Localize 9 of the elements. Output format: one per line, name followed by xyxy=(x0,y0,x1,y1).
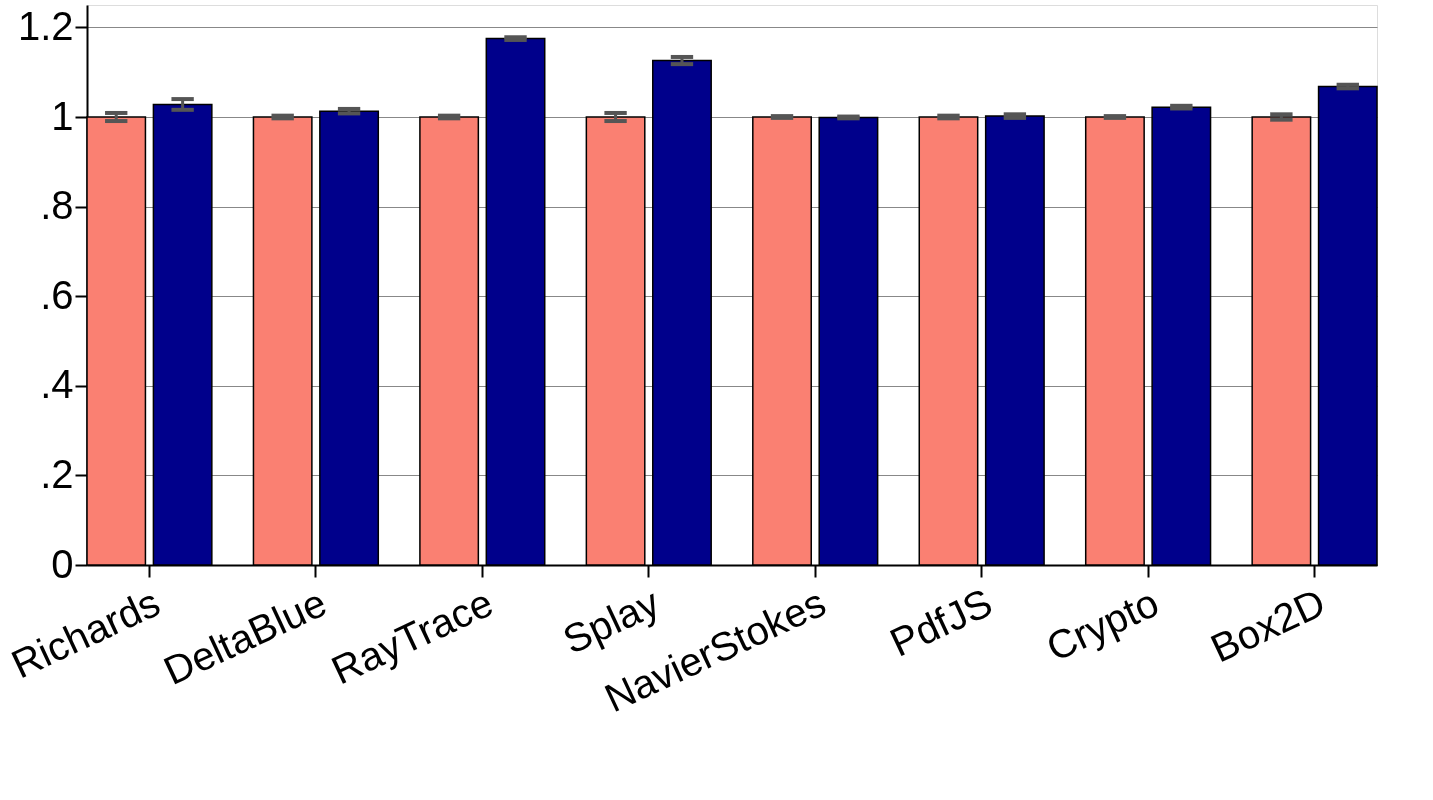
y-tick-label: .6 xyxy=(40,272,74,317)
x-tick-label: Crypto xyxy=(1039,579,1166,670)
y-tick-label: 1.2 xyxy=(17,3,74,48)
y-tick-label: .2 xyxy=(40,451,74,496)
x-tick-label: PdfJS xyxy=(883,579,999,665)
y-tick-label: .4 xyxy=(40,362,74,407)
y-tick-label: .8 xyxy=(40,183,74,228)
y-tick-label: 0 xyxy=(51,541,74,586)
y-tick-label: 1 xyxy=(51,93,74,138)
